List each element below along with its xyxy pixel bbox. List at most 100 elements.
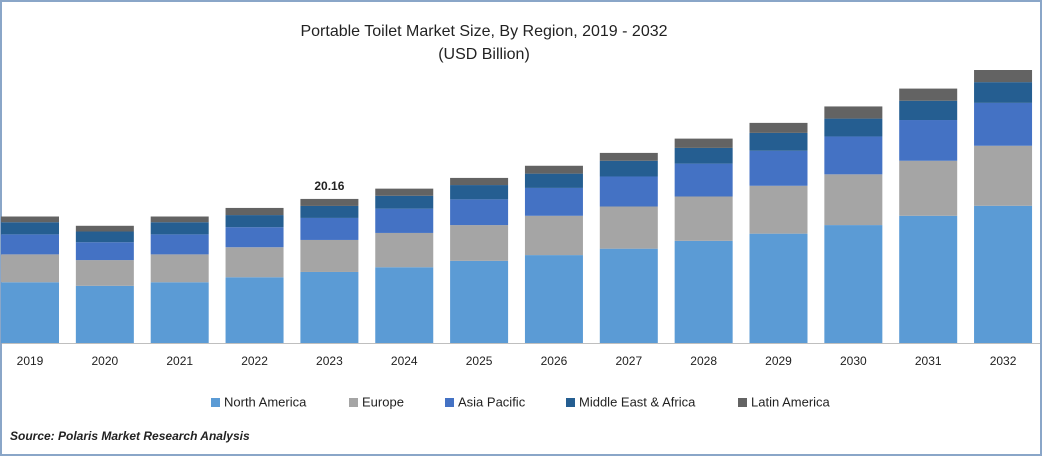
x-tick-label: 2032 xyxy=(990,354,1017,368)
bar-segment xyxy=(899,215,958,343)
bar-segment xyxy=(375,232,434,268)
bar-segment xyxy=(150,222,209,235)
legend-label: Asia Pacific xyxy=(458,394,526,409)
bar-segment xyxy=(824,118,883,137)
bar-segment xyxy=(1,222,59,235)
bar-segment xyxy=(974,82,1033,103)
x-tick-label: 2024 xyxy=(391,354,418,368)
bar-segment xyxy=(300,239,359,272)
bar-segment xyxy=(450,225,509,261)
bar-segment xyxy=(599,160,658,177)
bar-segment xyxy=(450,199,509,226)
x-tick-label: 2020 xyxy=(91,354,118,368)
bar-segment xyxy=(1,254,59,283)
bar-segment xyxy=(824,136,883,175)
x-tick-label: 2027 xyxy=(615,354,642,368)
bar-segment xyxy=(674,147,733,164)
x-tick-label: 2029 xyxy=(765,354,792,368)
bar-segment xyxy=(749,122,808,133)
bar-segment xyxy=(749,233,808,343)
bar-segment xyxy=(524,173,583,188)
bar-segment xyxy=(599,206,658,249)
bar-segment xyxy=(450,185,509,200)
x-tick-label: 2025 xyxy=(466,354,493,368)
chart-subtitle: (USD Billion) xyxy=(438,46,530,63)
bar-segment xyxy=(150,234,209,255)
bar-segment xyxy=(824,106,883,119)
bar-segment xyxy=(1,234,59,255)
legend-swatch xyxy=(349,398,358,407)
bar-segment xyxy=(375,208,434,233)
legend-swatch xyxy=(738,398,747,407)
bar-segment xyxy=(75,242,134,261)
bar-segment xyxy=(749,185,808,234)
bar-segment xyxy=(300,217,359,240)
bar-segment xyxy=(225,207,284,216)
bar-segment xyxy=(300,271,359,343)
bar-segment xyxy=(899,160,958,216)
x-tick-label: 2028 xyxy=(690,354,717,368)
bar-segment xyxy=(974,205,1033,343)
bar-segment xyxy=(375,195,434,209)
legend-label: Middle East & Africa xyxy=(579,394,696,409)
bar-segment xyxy=(524,215,583,256)
legend-label: North America xyxy=(224,394,307,409)
bar-segment xyxy=(974,70,1033,83)
bar-segment xyxy=(524,255,583,343)
bar-segment xyxy=(749,150,808,186)
bar-segment xyxy=(450,260,509,343)
bar-segment xyxy=(599,152,658,161)
x-tick-label: 2022 xyxy=(241,354,268,368)
bar-segment xyxy=(674,163,733,197)
bar-segment xyxy=(974,102,1033,146)
source: Source: Polaris Market Research Analysis xyxy=(10,429,250,443)
bar-segment xyxy=(824,225,883,343)
bar-segment xyxy=(225,247,284,278)
bar-segment xyxy=(150,216,209,223)
bar-segment xyxy=(899,88,958,101)
bar-segment xyxy=(899,120,958,161)
bar-segment xyxy=(150,254,209,283)
x-tick-label: 2031 xyxy=(915,354,942,368)
bar-segment xyxy=(824,174,883,226)
legend-swatch xyxy=(566,398,575,407)
bar-segment xyxy=(75,231,134,243)
x-tick-label: 2030 xyxy=(840,354,867,368)
bar-segment xyxy=(899,100,958,121)
legend-swatch xyxy=(445,398,454,407)
bar-segment xyxy=(225,227,284,248)
chart-title: Portable Toilet Market Size, By Region, … xyxy=(300,23,667,40)
bar-segment xyxy=(375,188,434,196)
bar-segment xyxy=(225,277,284,343)
legend-swatch xyxy=(211,398,220,407)
bar-segment xyxy=(300,198,359,206)
x-tick-label: 2021 xyxy=(166,354,193,368)
bar-segment xyxy=(75,260,134,286)
bar-segment xyxy=(749,132,808,151)
bar-segment xyxy=(599,176,658,207)
x-tick-label: 2023 xyxy=(316,354,343,368)
x-tick-label: 2019 xyxy=(17,354,44,368)
total-label: 20.16 xyxy=(314,179,344,193)
bar-segment xyxy=(75,285,134,343)
bar-segment xyxy=(375,267,434,343)
bar-segment xyxy=(524,187,583,216)
bar-segment xyxy=(450,177,509,186)
bar-segment xyxy=(974,145,1033,206)
bar-segment xyxy=(225,215,284,228)
bar-segment xyxy=(150,282,209,343)
legend-label: Europe xyxy=(362,394,404,409)
bar-segment xyxy=(75,225,134,232)
bar-segment xyxy=(1,216,59,223)
bar-segment xyxy=(674,240,733,343)
bar-segment xyxy=(524,165,583,174)
bar-segment xyxy=(1,282,59,343)
bar-segment xyxy=(599,248,658,343)
bar-segment xyxy=(674,196,733,241)
bar-segment xyxy=(300,205,359,218)
bar-segment xyxy=(674,138,733,148)
x-tick-label: 2026 xyxy=(541,354,568,368)
legend-label: Latin America xyxy=(751,394,831,409)
